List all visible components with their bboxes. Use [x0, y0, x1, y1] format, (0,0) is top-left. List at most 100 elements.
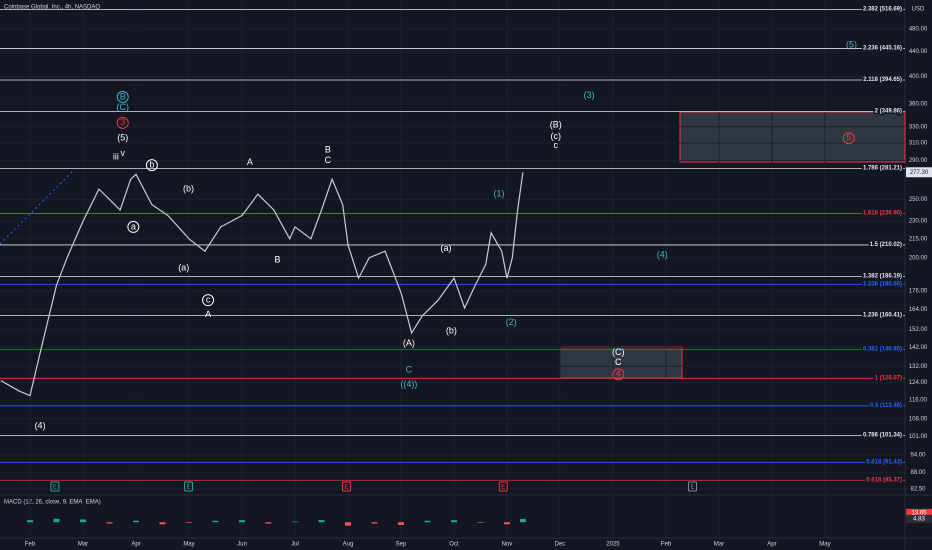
x-tick-label: Mar: [714, 542, 724, 548]
y-tick-label: 94.00: [910, 453, 926, 459]
x-tick-label: Apr: [131, 542, 140, 548]
wave-label: (b): [183, 183, 194, 193]
event-marker: [183, 481, 193, 492]
symbol-title: Coinbase Global, Inc., 4h, NASDAQ: [4, 5, 100, 11]
wave-label: C: [325, 155, 332, 165]
y-tick-label: 142.00: [909, 345, 928, 351]
x-tick-label: Mar: [78, 542, 88, 548]
y-tick-label: 440.00: [909, 49, 928, 55]
x-tick-label: 2025: [606, 542, 620, 548]
wave-label: a: [131, 221, 136, 231]
y-tick-label: 101.00: [909, 434, 928, 440]
wave-circle: [145, 159, 158, 172]
macd-bar: [265, 522, 272, 524]
wave-label: 4: [616, 369, 621, 379]
fib-label: 2.118 (394.65): [863, 77, 902, 83]
wave-circle: [202, 294, 215, 307]
trend-line: [0, 171, 73, 245]
macd-bar: [159, 522, 166, 525]
macd-badge-label: 13.65: [911, 510, 927, 516]
fib-label: 0.5 (113.48): [870, 403, 902, 409]
wave-label: (a): [441, 243, 452, 253]
wave-label: (B): [550, 120, 562, 130]
y-tick-label: 132.00: [909, 364, 928, 370]
price-badge: [906, 167, 932, 178]
macd-bar: [106, 522, 113, 524]
wave-label: ((4)): [400, 379, 417, 389]
x-tick-label: Oct: [449, 542, 459, 548]
target-zone: [679, 111, 906, 163]
x-tick-label: Jul: [291, 542, 299, 548]
macd-bar: [450, 520, 457, 523]
macd-bar: [397, 522, 404, 525]
price-line: [0, 172, 524, 397]
currency-label: USD: [912, 7, 925, 13]
wave-label: C: [615, 357, 622, 367]
wave-label: A: [205, 309, 211, 319]
macd-badge: [906, 508, 932, 517]
x-tick-label: Dec: [555, 542, 566, 548]
wave-label: B: [120, 91, 126, 101]
y-tick-label: 215.00: [909, 236, 928, 242]
macd-bar: [291, 521, 298, 523]
wave-label: B: [325, 144, 331, 154]
wave-label: (5): [846, 40, 857, 50]
x-tick-label: May: [183, 542, 194, 548]
wave-label: (5): [117, 132, 128, 142]
wave-label: (A): [403, 338, 415, 348]
wave-label: (4): [35, 421, 46, 431]
event-label: E: [344, 485, 348, 491]
wave-circle: [116, 90, 129, 103]
macd-bar: [132, 520, 139, 523]
event-label: E: [53, 485, 57, 491]
event-label: E: [501, 485, 505, 491]
fib-label: 1 (126.07): [875, 375, 902, 381]
macd-badge: [906, 514, 932, 523]
y-tick-label: 400.00: [909, 74, 928, 80]
wave-label: 5: [846, 132, 851, 142]
y-tick-label: 164.00: [909, 307, 928, 313]
fib-label: 1.236 (160.41): [863, 312, 902, 318]
x-tick-label: Jun: [237, 542, 247, 548]
y-tick-label: 152.00: [909, 327, 928, 333]
macd-title: MACD (12, 26, close, 9, EMA, EMA): [4, 500, 101, 506]
wave-label: c: [206, 295, 211, 305]
y-tick-label: 330.00: [909, 124, 928, 130]
y-tick-label: 480.00: [909, 26, 928, 32]
wave-label: A: [247, 157, 253, 167]
price-badge-label: 277.30: [910, 170, 929, 176]
y-tick-label: 82.50: [910, 487, 926, 493]
fib-label: 2.382 (516.69): [863, 7, 902, 13]
x-tick-label: May: [819, 542, 830, 548]
macd-bar: [371, 522, 378, 524]
x-tick-label: Feb: [661, 542, 672, 548]
macd-bar: [477, 522, 484, 523]
y-tick-label: 124.00: [909, 380, 928, 386]
wave-label: (C): [116, 102, 129, 112]
event-marker: [50, 481, 60, 492]
macd-bar: [185, 522, 192, 523]
y-tick-label: 116.00: [909, 398, 928, 404]
x-tick-label: Apr: [767, 542, 776, 548]
y-tick-label: 250.00: [909, 197, 928, 203]
wave-label: c: [553, 140, 558, 150]
fib-label: 0.382 (140.85): [863, 346, 902, 352]
y-tick-label: 290.00: [909, 158, 928, 164]
fib-label: 1.236 (180.60): [863, 281, 902, 287]
event-marker: [341, 481, 351, 492]
x-tick-label: Sep: [396, 542, 407, 548]
event-label: E: [690, 485, 694, 491]
x-tick-label: Aug: [343, 542, 354, 548]
wave-label: (c): [550, 131, 561, 141]
y-tick-label: 200.00: [909, 255, 928, 261]
y-tick-label: 230.00: [909, 219, 928, 225]
fib-label: 0.786 (101.34): [863, 432, 902, 438]
wave-circle: [842, 132, 855, 145]
fib-label: 1.786 (281.21): [863, 166, 902, 172]
wave-label: (2): [506, 317, 517, 327]
fib-label: 1.618 (236.90): [863, 211, 902, 217]
fib-label: 0.618 (85.37): [866, 477, 902, 483]
macd-bar: [344, 522, 351, 526]
